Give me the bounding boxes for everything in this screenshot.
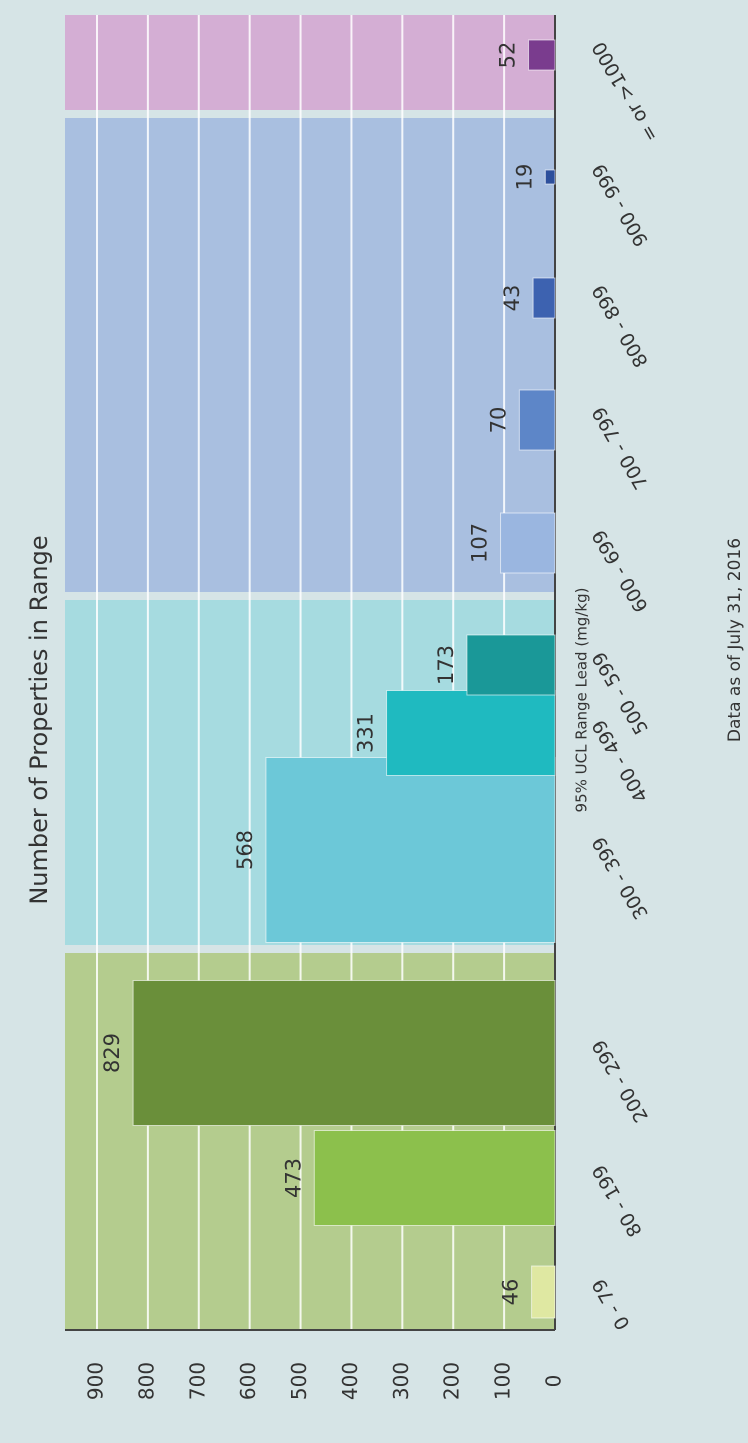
bar bbox=[466, 634, 556, 696]
panel bbox=[65, 15, 555, 110]
bar bbox=[265, 757, 556, 943]
value-label: 568 bbox=[233, 830, 257, 870]
y-tick-label: 400 bbox=[338, 1362, 362, 1400]
y-tick-label: 500 bbox=[287, 1362, 311, 1400]
value-label: 70 bbox=[486, 407, 510, 434]
y-tick-label: 800 bbox=[134, 1362, 158, 1400]
bar bbox=[528, 39, 556, 71]
y-tick-label: 200 bbox=[440, 1362, 464, 1400]
y-tick-label: 700 bbox=[185, 1362, 209, 1400]
note: Data as of July 31, 2016 bbox=[725, 538, 745, 742]
panel bbox=[65, 118, 555, 592]
y-tick-label: 600 bbox=[236, 1362, 260, 1400]
bar bbox=[386, 690, 556, 776]
y-tick-label: 900 bbox=[84, 1362, 108, 1400]
chart-title: Number of Properties in Range bbox=[25, 535, 53, 904]
y-tick-label: 100 bbox=[491, 1362, 515, 1400]
value-label: 331 bbox=[354, 713, 378, 753]
x-axis-label: 95% UCL Range Lead (mg/kg) bbox=[573, 588, 591, 813]
y-tick-label: 300 bbox=[389, 1362, 413, 1400]
bar bbox=[544, 169, 556, 185]
value-label: 173 bbox=[434, 645, 458, 685]
bar bbox=[518, 389, 556, 451]
value-label: 46 bbox=[499, 1279, 523, 1306]
value-label: 52 bbox=[496, 42, 520, 69]
value-label: 829 bbox=[100, 1033, 124, 1073]
bar bbox=[532, 277, 556, 319]
value-label: 107 bbox=[468, 523, 492, 563]
bar bbox=[132, 980, 556, 1126]
bar bbox=[531, 1265, 556, 1319]
bar bbox=[313, 1130, 556, 1226]
value-label: 19 bbox=[512, 164, 536, 191]
y-tick-label: 0 bbox=[542, 1375, 566, 1388]
value-label: 43 bbox=[500, 285, 524, 312]
value-label: 473 bbox=[281, 1158, 305, 1198]
bar bbox=[500, 512, 556, 574]
